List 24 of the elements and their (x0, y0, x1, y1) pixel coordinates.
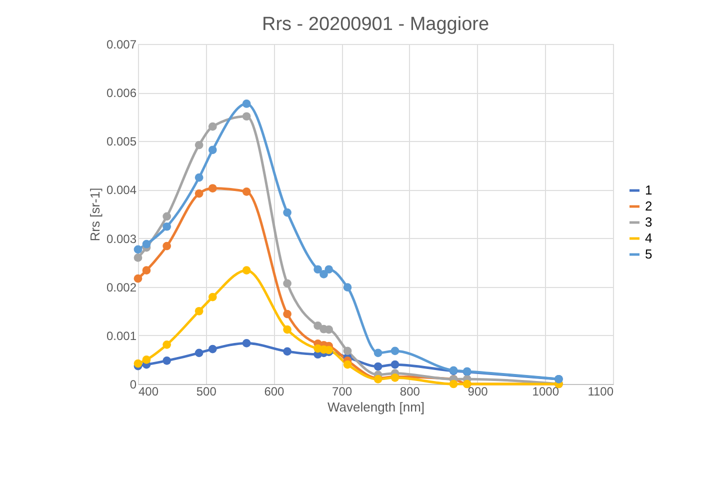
y-tick-label: 0.005 (106, 134, 137, 149)
x-tick-label: 500 (196, 384, 217, 398)
y-tick-label: 0.004 (106, 183, 137, 198)
y-tick-label: 0.003 (106, 232, 137, 246)
legend-label: 2 (645, 198, 652, 214)
x-axis-title: Wavelength [nm] (327, 400, 425, 414)
y-tick-label: 0.001 (106, 328, 137, 343)
y-tick-label: 0.002 (106, 280, 137, 294)
y-tick-label: 0 (130, 378, 137, 392)
y-tick-label: 0.006 (106, 86, 137, 100)
legend-label: 1 (645, 182, 652, 198)
chart-title: Rrs - 20200901 - Maggiore (262, 14, 490, 35)
legend-label: 4 (645, 230, 652, 246)
y-tick-label: 0.007 (106, 38, 137, 52)
x-tick-label: 400 (138, 384, 159, 398)
y-axis-title: Rrs [sr-1] (87, 188, 102, 242)
legend-label: 5 (645, 246, 652, 262)
legend-label: 3 (645, 214, 652, 230)
x-tick-label: 900 (468, 384, 488, 398)
x-tick-label: 800 (400, 384, 420, 398)
x-tick-label: 600 (264, 384, 285, 398)
x-tick-label: 1000 (532, 384, 560, 398)
x-tick-label: 700 (332, 384, 352, 398)
x-tick-label: 1100 (588, 384, 614, 398)
